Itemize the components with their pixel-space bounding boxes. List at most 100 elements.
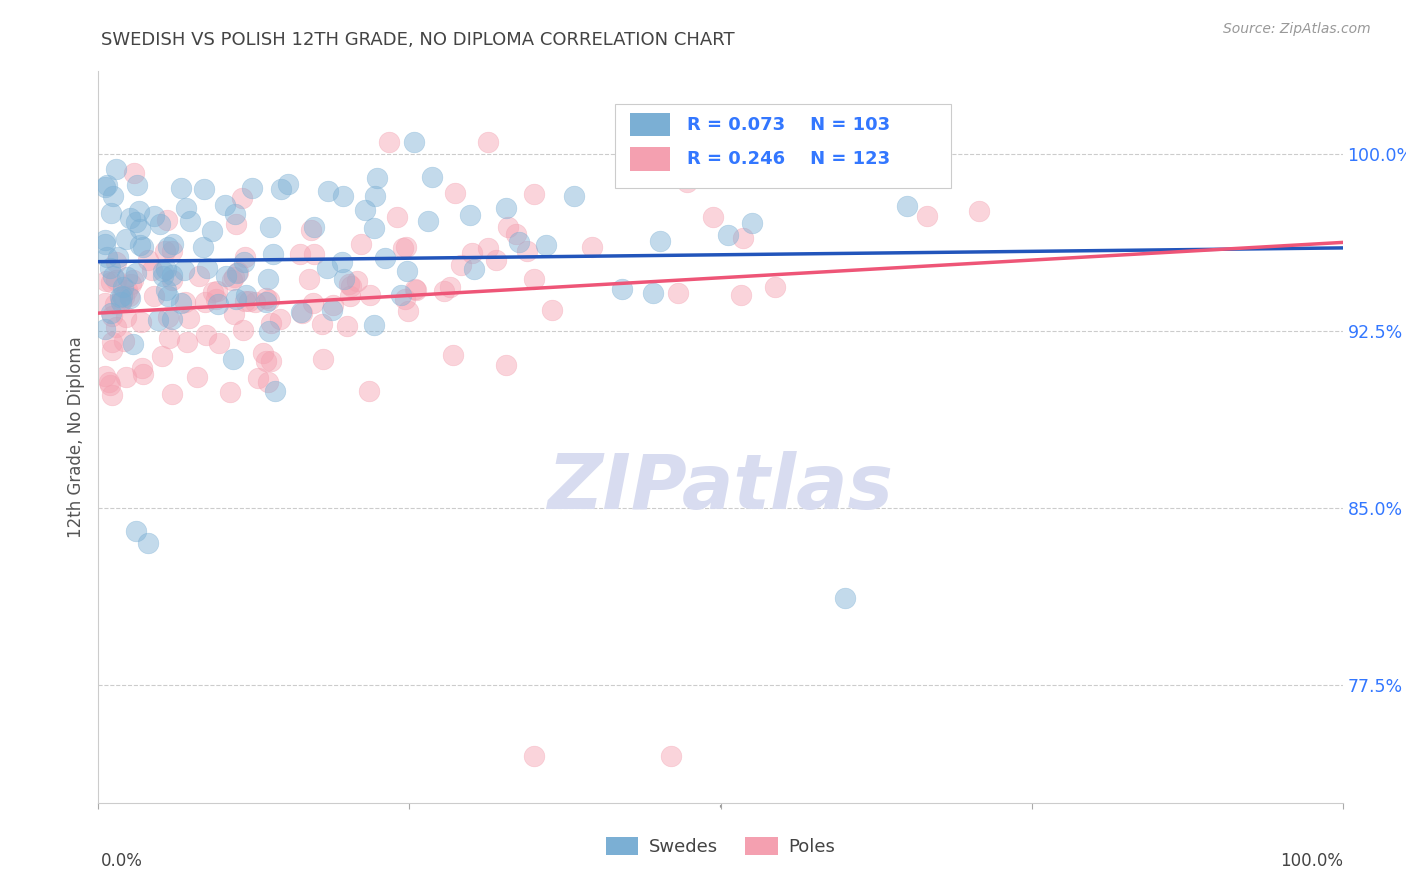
Point — [302, 219, 325, 234]
Bar — [630, 113, 669, 136]
Bar — [630, 147, 669, 171]
Point — [191, 240, 214, 254]
Point — [439, 280, 461, 294]
Point — [485, 253, 508, 268]
Point — [94, 233, 117, 247]
Point — [402, 135, 425, 149]
Point — [224, 207, 246, 221]
Point — [443, 186, 465, 200]
Point — [155, 283, 177, 297]
Point — [523, 271, 546, 285]
Point — [193, 294, 215, 309]
Point — [115, 232, 138, 246]
Point — [337, 277, 360, 292]
Point — [391, 241, 413, 255]
Point — [260, 353, 283, 368]
Point — [101, 268, 124, 283]
Point — [416, 213, 439, 227]
Point — [141, 263, 163, 277]
Point — [967, 204, 990, 219]
Point — [214, 198, 236, 212]
Point — [763, 280, 786, 294]
Point — [93, 295, 115, 310]
Point — [162, 236, 184, 251]
Point — [162, 387, 184, 401]
Point — [174, 295, 197, 310]
Point — [354, 203, 377, 218]
Point — [290, 304, 312, 318]
Point — [104, 161, 127, 176]
Point — [675, 175, 697, 189]
Point — [125, 266, 148, 280]
Point — [118, 289, 141, 303]
Point — [156, 310, 179, 324]
Point — [257, 271, 280, 285]
Point — [125, 178, 148, 192]
Point — [235, 288, 257, 302]
Point — [101, 310, 124, 324]
Point — [363, 220, 385, 235]
Point — [359, 384, 381, 398]
Point — [193, 181, 215, 195]
Point — [222, 351, 245, 366]
Text: R = 0.073    N = 103: R = 0.073 N = 103 — [688, 116, 890, 134]
Point — [153, 244, 176, 259]
Point — [221, 273, 243, 287]
Point — [247, 370, 270, 384]
Text: ZIPatlas: ZIPatlas — [547, 451, 894, 525]
Point — [120, 211, 142, 226]
Point — [152, 269, 174, 284]
Point — [330, 254, 353, 268]
Point — [264, 384, 287, 398]
Point — [495, 358, 517, 372]
Point — [173, 263, 195, 277]
Point — [245, 294, 267, 309]
Point — [225, 292, 247, 306]
Point — [363, 318, 385, 332]
Point — [339, 288, 361, 302]
Point — [359, 288, 381, 302]
Point — [174, 202, 197, 216]
Point — [420, 170, 443, 185]
Point — [155, 262, 177, 277]
Point — [110, 295, 132, 310]
Point — [302, 246, 325, 260]
Point — [915, 209, 938, 223]
Point — [477, 135, 499, 149]
Point — [93, 321, 115, 335]
Point — [495, 201, 517, 215]
Point — [93, 369, 115, 384]
Point — [104, 273, 127, 287]
Point — [477, 241, 499, 255]
Point — [404, 282, 426, 296]
Point — [240, 180, 263, 194]
Point — [505, 227, 527, 241]
Point — [125, 215, 148, 229]
Point — [222, 307, 245, 321]
Point — [643, 286, 665, 301]
Point — [333, 271, 356, 285]
Point — [290, 247, 312, 261]
Point — [254, 295, 277, 310]
Point — [254, 354, 277, 368]
Legend: Swedes, Poles: Swedes, Poles — [599, 830, 842, 863]
Point — [96, 250, 118, 264]
Point — [143, 289, 166, 303]
Point — [496, 219, 519, 234]
Point — [730, 288, 752, 302]
Point — [405, 283, 427, 297]
Point — [508, 235, 530, 249]
Point — [233, 293, 256, 308]
Point — [741, 216, 763, 230]
Point — [340, 279, 363, 293]
Point — [225, 217, 247, 231]
Point — [270, 182, 292, 196]
Point — [269, 312, 291, 326]
Point — [395, 264, 418, 278]
Point — [128, 204, 150, 219]
Point — [231, 191, 253, 205]
Point — [257, 293, 280, 308]
Point — [740, 159, 762, 173]
Point — [146, 312, 169, 326]
Point — [187, 268, 209, 283]
